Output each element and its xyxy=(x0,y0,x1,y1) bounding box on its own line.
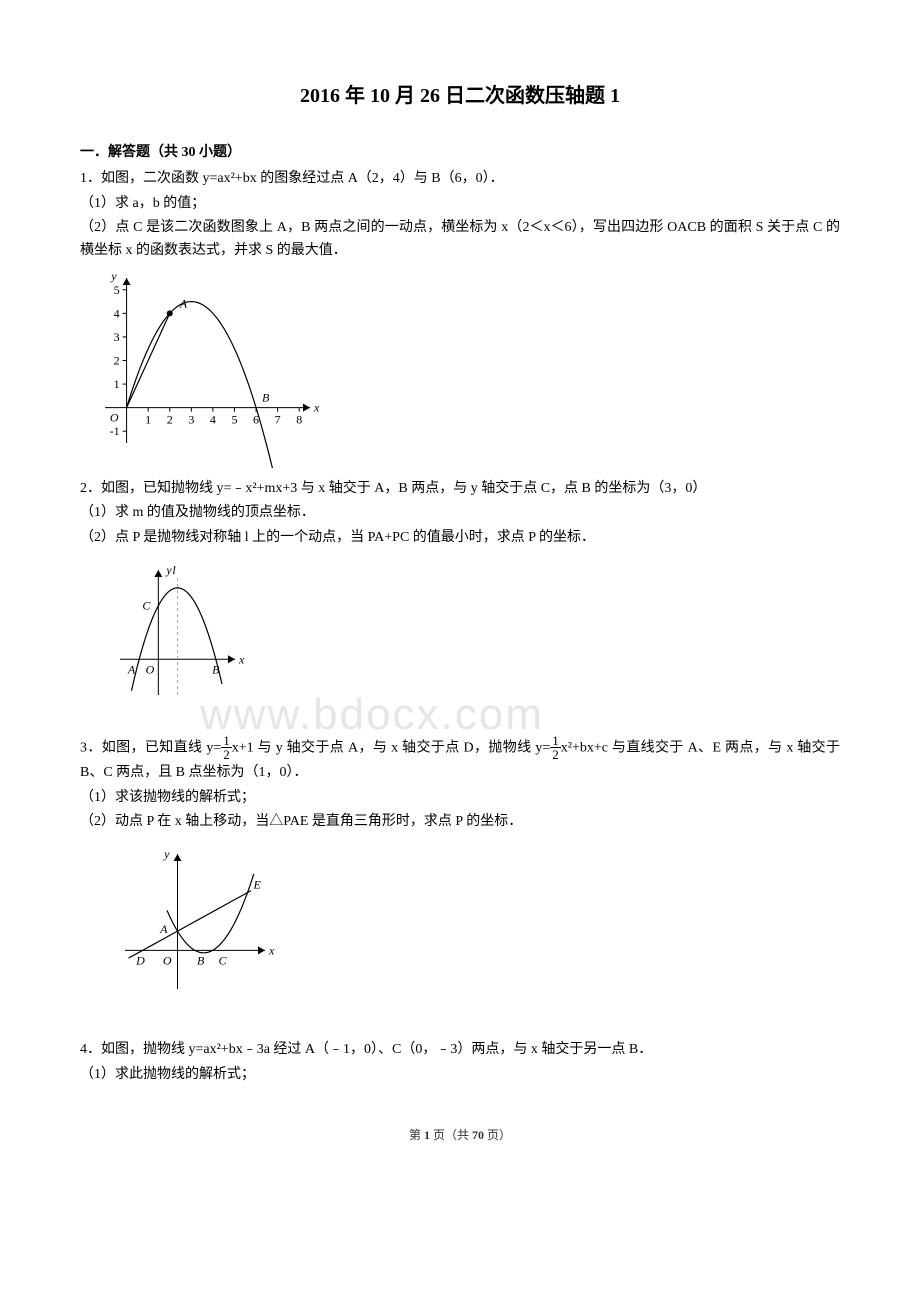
fraction-half-2: 12 xyxy=(550,734,561,761)
q2-part2: （2）点 P 是抛物线对称轴 l 上的一个动点，当 PA+PC 的值最小时，求点… xyxy=(80,527,840,549)
svg-text:B: B xyxy=(197,954,205,968)
svg-text:1: 1 xyxy=(114,377,120,391)
svg-text:3: 3 xyxy=(114,330,120,344)
page-content: 2016 年 10 月 26 日二次函数压轴题 1 一．解答题（共 30 小题）… xyxy=(80,80,840,1145)
svg-text:-1: -1 xyxy=(110,424,120,438)
svg-text:x: x xyxy=(268,944,275,958)
q3-pre: 如图，已知直线 y= xyxy=(102,741,221,756)
q3-part2: （2）动点 P 在 x 轴上移动，当△PAE 是直角三角形时，求点 P 的坐标． xyxy=(80,811,840,833)
q4-part1: （1）求此抛物线的解析式； xyxy=(80,1064,840,1086)
svg-text:3: 3 xyxy=(188,413,194,427)
q4-stem: 4．如图，抛物线 y=ax²+bx﹣3a 经过 A（﹣1，0）、C（0，﹣3）两… xyxy=(80,1039,840,1061)
q2-figure: x yl OA B C xyxy=(80,555,840,725)
svg-text:l: l xyxy=(172,563,176,577)
svg-text:A: A xyxy=(127,662,136,676)
q2-part1: （1）求 m 的值及抛物线的顶点坐标． xyxy=(80,502,840,524)
q1-part2: （2）点 C 是该二次函数图象上 A，B 两点之间的一动点，横坐标为 x（2＜x… xyxy=(80,217,840,262)
q3-chart: x y D O BC A E xyxy=(80,839,280,1029)
q3-figure: x y D O BC A E xyxy=(80,839,840,1029)
q4-number: 4． xyxy=(80,1042,101,1057)
svg-text:B: B xyxy=(262,391,270,405)
svg-text:y: y xyxy=(163,847,170,861)
svg-text:4: 4 xyxy=(114,306,120,320)
q2-stem-text: 如图，已知抛物线 y=﹣x²+mx+3 与 x 轴交于 A，B 两点，与 y 轴… xyxy=(101,481,706,496)
svg-text:y: y xyxy=(110,269,117,283)
q4-stem-text: 如图，抛物线 y=ax²+bx﹣3a 经过 A（﹣1，0）、C（0，﹣3）两点，… xyxy=(101,1042,652,1057)
q1-stem-text: 如图，二次函数 y=ax²+bx 的图象经过点 A（2，4）与 B（6，0）． xyxy=(101,171,504,186)
q3-mid: x+1 与 y 轴交于点 A，与 x 轴交于点 D，抛物线 y= xyxy=(232,741,551,756)
q1-part1: （1）求 a，b 的值； xyxy=(80,193,840,215)
svg-text:2: 2 xyxy=(114,353,120,367)
svg-text:C: C xyxy=(218,954,227,968)
svg-text:O: O xyxy=(110,411,119,425)
q2-chart: x yl OA B C xyxy=(80,555,250,725)
svg-text:O: O xyxy=(146,662,155,676)
q1-figure: xyO12345678-112345AB xyxy=(80,268,840,468)
section-heading: 一．解答题（共 30 小题） xyxy=(80,142,840,164)
svg-text:5: 5 xyxy=(231,413,237,427)
q2-number: 2． xyxy=(80,481,101,496)
svg-text:y: y xyxy=(165,563,172,577)
fraction-half-1: 12 xyxy=(221,734,232,761)
svg-text:x: x xyxy=(238,652,245,666)
svg-text:A: A xyxy=(179,296,188,310)
svg-text:8: 8 xyxy=(296,413,302,427)
page-title: 2016 年 10 月 26 日二次函数压轴题 1 xyxy=(80,80,840,112)
svg-text:7: 7 xyxy=(275,413,281,427)
svg-text:D: D xyxy=(135,954,145,968)
svg-text:E: E xyxy=(253,878,262,892)
q3-number: 3． xyxy=(80,741,102,756)
svg-text:1: 1 xyxy=(145,413,151,427)
q1-chart: xyO12345678-112345AB xyxy=(80,268,320,468)
svg-text:4: 4 xyxy=(210,413,216,427)
svg-text:A: A xyxy=(159,922,168,936)
svg-text:O: O xyxy=(163,954,172,968)
svg-text:5: 5 xyxy=(114,283,120,297)
q1-stem: 1．如图，二次函数 y=ax²+bx 的图象经过点 A（2，4）与 B（6，0）… xyxy=(80,168,840,190)
q3-part1: （1）求该抛物线的解析式； xyxy=(80,787,840,809)
q3-stem: 3．如图，已知直线 y=12x+1 与 y 轴交于点 A，与 x 轴交于点 D，… xyxy=(80,735,840,784)
svg-text:B: B xyxy=(212,662,220,676)
svg-text:x: x xyxy=(313,401,320,415)
svg-text:C: C xyxy=(142,599,151,613)
q2-stem: 2．如图，已知抛物线 y=﹣x²+mx+3 与 x 轴交于 A，B 两点，与 y… xyxy=(80,478,840,500)
page-footer: 第 1 页（共 70 页） xyxy=(80,1126,840,1145)
svg-text:2: 2 xyxy=(167,413,173,427)
q1-number: 1． xyxy=(80,171,101,186)
